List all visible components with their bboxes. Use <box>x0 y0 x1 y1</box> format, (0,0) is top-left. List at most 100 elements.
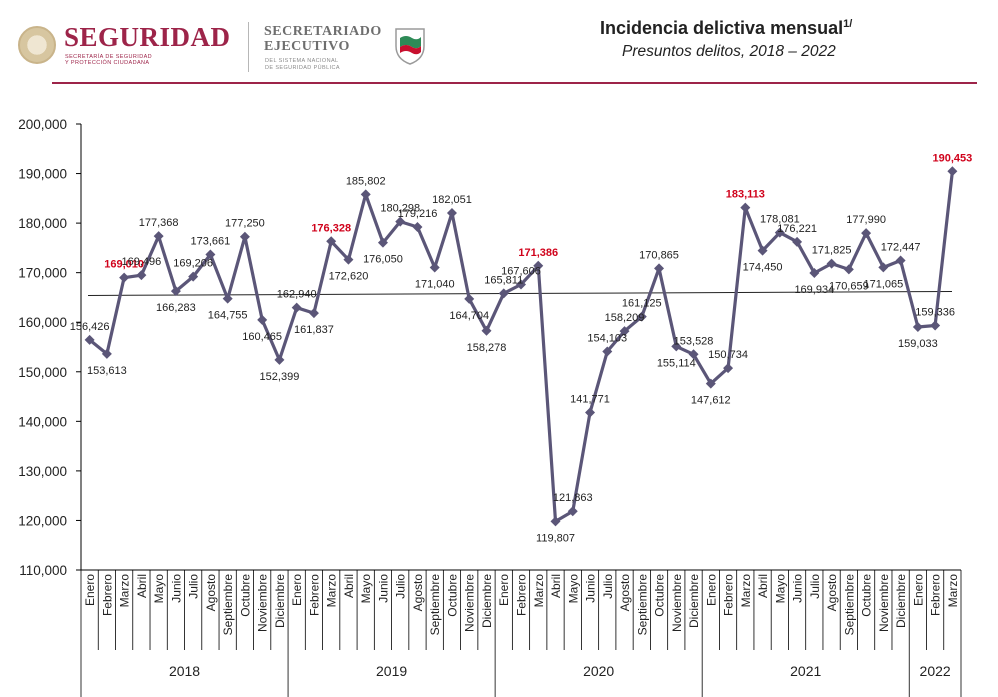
x-tick-label: Mayo <box>152 574 166 604</box>
brand-secretariado-subtitle-line1: DEL SISTEMA NACIONAL <box>265 58 339 64</box>
data-point <box>585 407 596 418</box>
data-label: 165,811 <box>484 274 523 286</box>
chart-subtitle: Presuntos delitos, 2018 – 2022 <box>622 43 836 60</box>
x-tick-label: Octubre <box>860 574 874 617</box>
x-tick-label: Septiembre <box>221 574 235 636</box>
data-point <box>395 216 406 227</box>
brand-seguridad-subtitle: SECRETARÍA DE SEGURIDAD Y PROTECCIÓN CIU… <box>65 54 152 66</box>
brand-secretariado-subtitle-line2: DE SEGURIDAD PÚBLICA <box>265 64 340 71</box>
data-point <box>688 349 699 360</box>
data-point <box>895 255 906 266</box>
chart-title-text: Incidencia delictiva mensual <box>600 18 844 38</box>
x-tick-label: Noviembre <box>877 574 891 632</box>
x-tick-label: Octubre <box>238 574 252 617</box>
x-tick-label: Junio <box>169 574 183 603</box>
x-tick-label: Marzo <box>532 574 546 608</box>
data-point <box>274 354 285 365</box>
data-point <box>792 236 803 247</box>
x-tick-label: Noviembre <box>463 574 477 632</box>
data-point <box>84 334 95 345</box>
data-label: 180,298 <box>380 203 420 215</box>
x-tick-label: Enero <box>497 574 511 606</box>
data-label: 182,051 <box>432 194 472 206</box>
data-point <box>481 325 492 336</box>
y-tick-label: 110,000 <box>19 563 67 578</box>
data-label: 169,010 <box>104 259 144 271</box>
x-tick-label: Mayo <box>566 574 580 604</box>
header-rule <box>52 82 977 84</box>
data-point <box>826 258 837 269</box>
x-tick-label: Diciembre <box>480 574 494 628</box>
data-label: 176,221 <box>777 223 817 235</box>
y-tick-label: 190,000 <box>18 167 67 182</box>
chart-title-footnote: 1/ <box>843 18 853 30</box>
data-label: 185,802 <box>346 175 386 187</box>
data-point <box>654 263 665 274</box>
data-label: 121,863 <box>553 492 593 504</box>
x-tick-label: Diciembre <box>894 574 908 628</box>
brand-secretariado-subtitle: DEL SISTEMA NACIONAL DE SEGURIDAD PÚBLIC… <box>265 58 340 71</box>
brand-secretariado-line1: SECRETARIADO <box>264 24 382 39</box>
data-point <box>239 231 250 242</box>
data-label: 161,125 <box>622 298 662 310</box>
x-tick-label: Junio <box>584 574 598 603</box>
trend-line <box>87 290 953 296</box>
x-tick-label: Agosto <box>204 574 218 612</box>
data-label: 147,612 <box>691 395 731 407</box>
year-label: 2022 <box>920 663 951 679</box>
x-tick-label: Agosto <box>411 574 425 612</box>
data-label: 159,033 <box>898 338 938 350</box>
x-tick-label: Mayo <box>773 574 787 604</box>
x-tick-label: Enero <box>83 574 97 606</box>
x-tick-label: Diciembre <box>687 574 701 628</box>
data-label: 162,940 <box>277 289 317 301</box>
x-tick-label: Enero <box>290 574 304 606</box>
brand-seguridad-logo: SEGURIDAD <box>64 22 231 52</box>
data-label: 176,328 <box>311 222 351 234</box>
data-label: 170,865 <box>639 249 679 261</box>
data-point <box>912 322 923 333</box>
data-point <box>412 221 423 232</box>
x-tick-label: Noviembre <box>670 574 684 632</box>
data-point <box>723 363 734 374</box>
chart-title: Incidencia delictiva mensual1/ <box>600 18 852 39</box>
data-label: 154,103 <box>587 332 627 344</box>
x-tick-label: Julio <box>808 574 822 599</box>
data-point <box>343 254 354 265</box>
x-tick-label: Febrero <box>722 574 736 616</box>
year-label: 2019 <box>376 663 407 679</box>
x-tick-label: Septiembre <box>635 574 649 636</box>
data-label: 158,209 <box>605 312 645 324</box>
y-tick-label: 170,000 <box>18 266 67 281</box>
data-label: 160,465 <box>242 331 282 343</box>
series-line <box>88 171 954 524</box>
data-label: 164,755 <box>208 310 248 322</box>
data-label: 177,990 <box>846 214 886 226</box>
data-point <box>947 166 958 177</box>
year-label: 2020 <box>583 663 614 679</box>
y-tick-label: 130,000 <box>18 464 67 479</box>
data-label: 164,704 <box>449 310 489 322</box>
data-point <box>878 262 889 273</box>
data-label: 152,399 <box>260 371 300 383</box>
x-tick-label: Octubre <box>653 574 667 617</box>
shield-icon <box>395 28 425 65</box>
y-tick-label: 140,000 <box>18 414 67 429</box>
x-tick-label: Febrero <box>515 574 529 616</box>
data-label: 190,453 <box>932 152 972 164</box>
data-label: 150,734 <box>708 349 748 361</box>
data-label: 179,216 <box>398 208 438 220</box>
data-point <box>705 378 716 389</box>
data-point <box>567 506 578 517</box>
x-tick-label: Mayo <box>359 574 373 604</box>
data-label: 170,659 <box>829 280 869 292</box>
x-tick-label: Agosto <box>825 574 839 612</box>
data-label: 171,825 <box>812 245 852 257</box>
data-label: 174,450 <box>743 262 783 274</box>
data-label: 153,613 <box>87 365 127 377</box>
data-label: 166,283 <box>156 302 196 314</box>
y-tick-label: 150,000 <box>18 365 67 380</box>
data-point <box>671 341 682 352</box>
data-point <box>740 202 751 213</box>
x-tick-label: Febrero <box>307 574 321 616</box>
